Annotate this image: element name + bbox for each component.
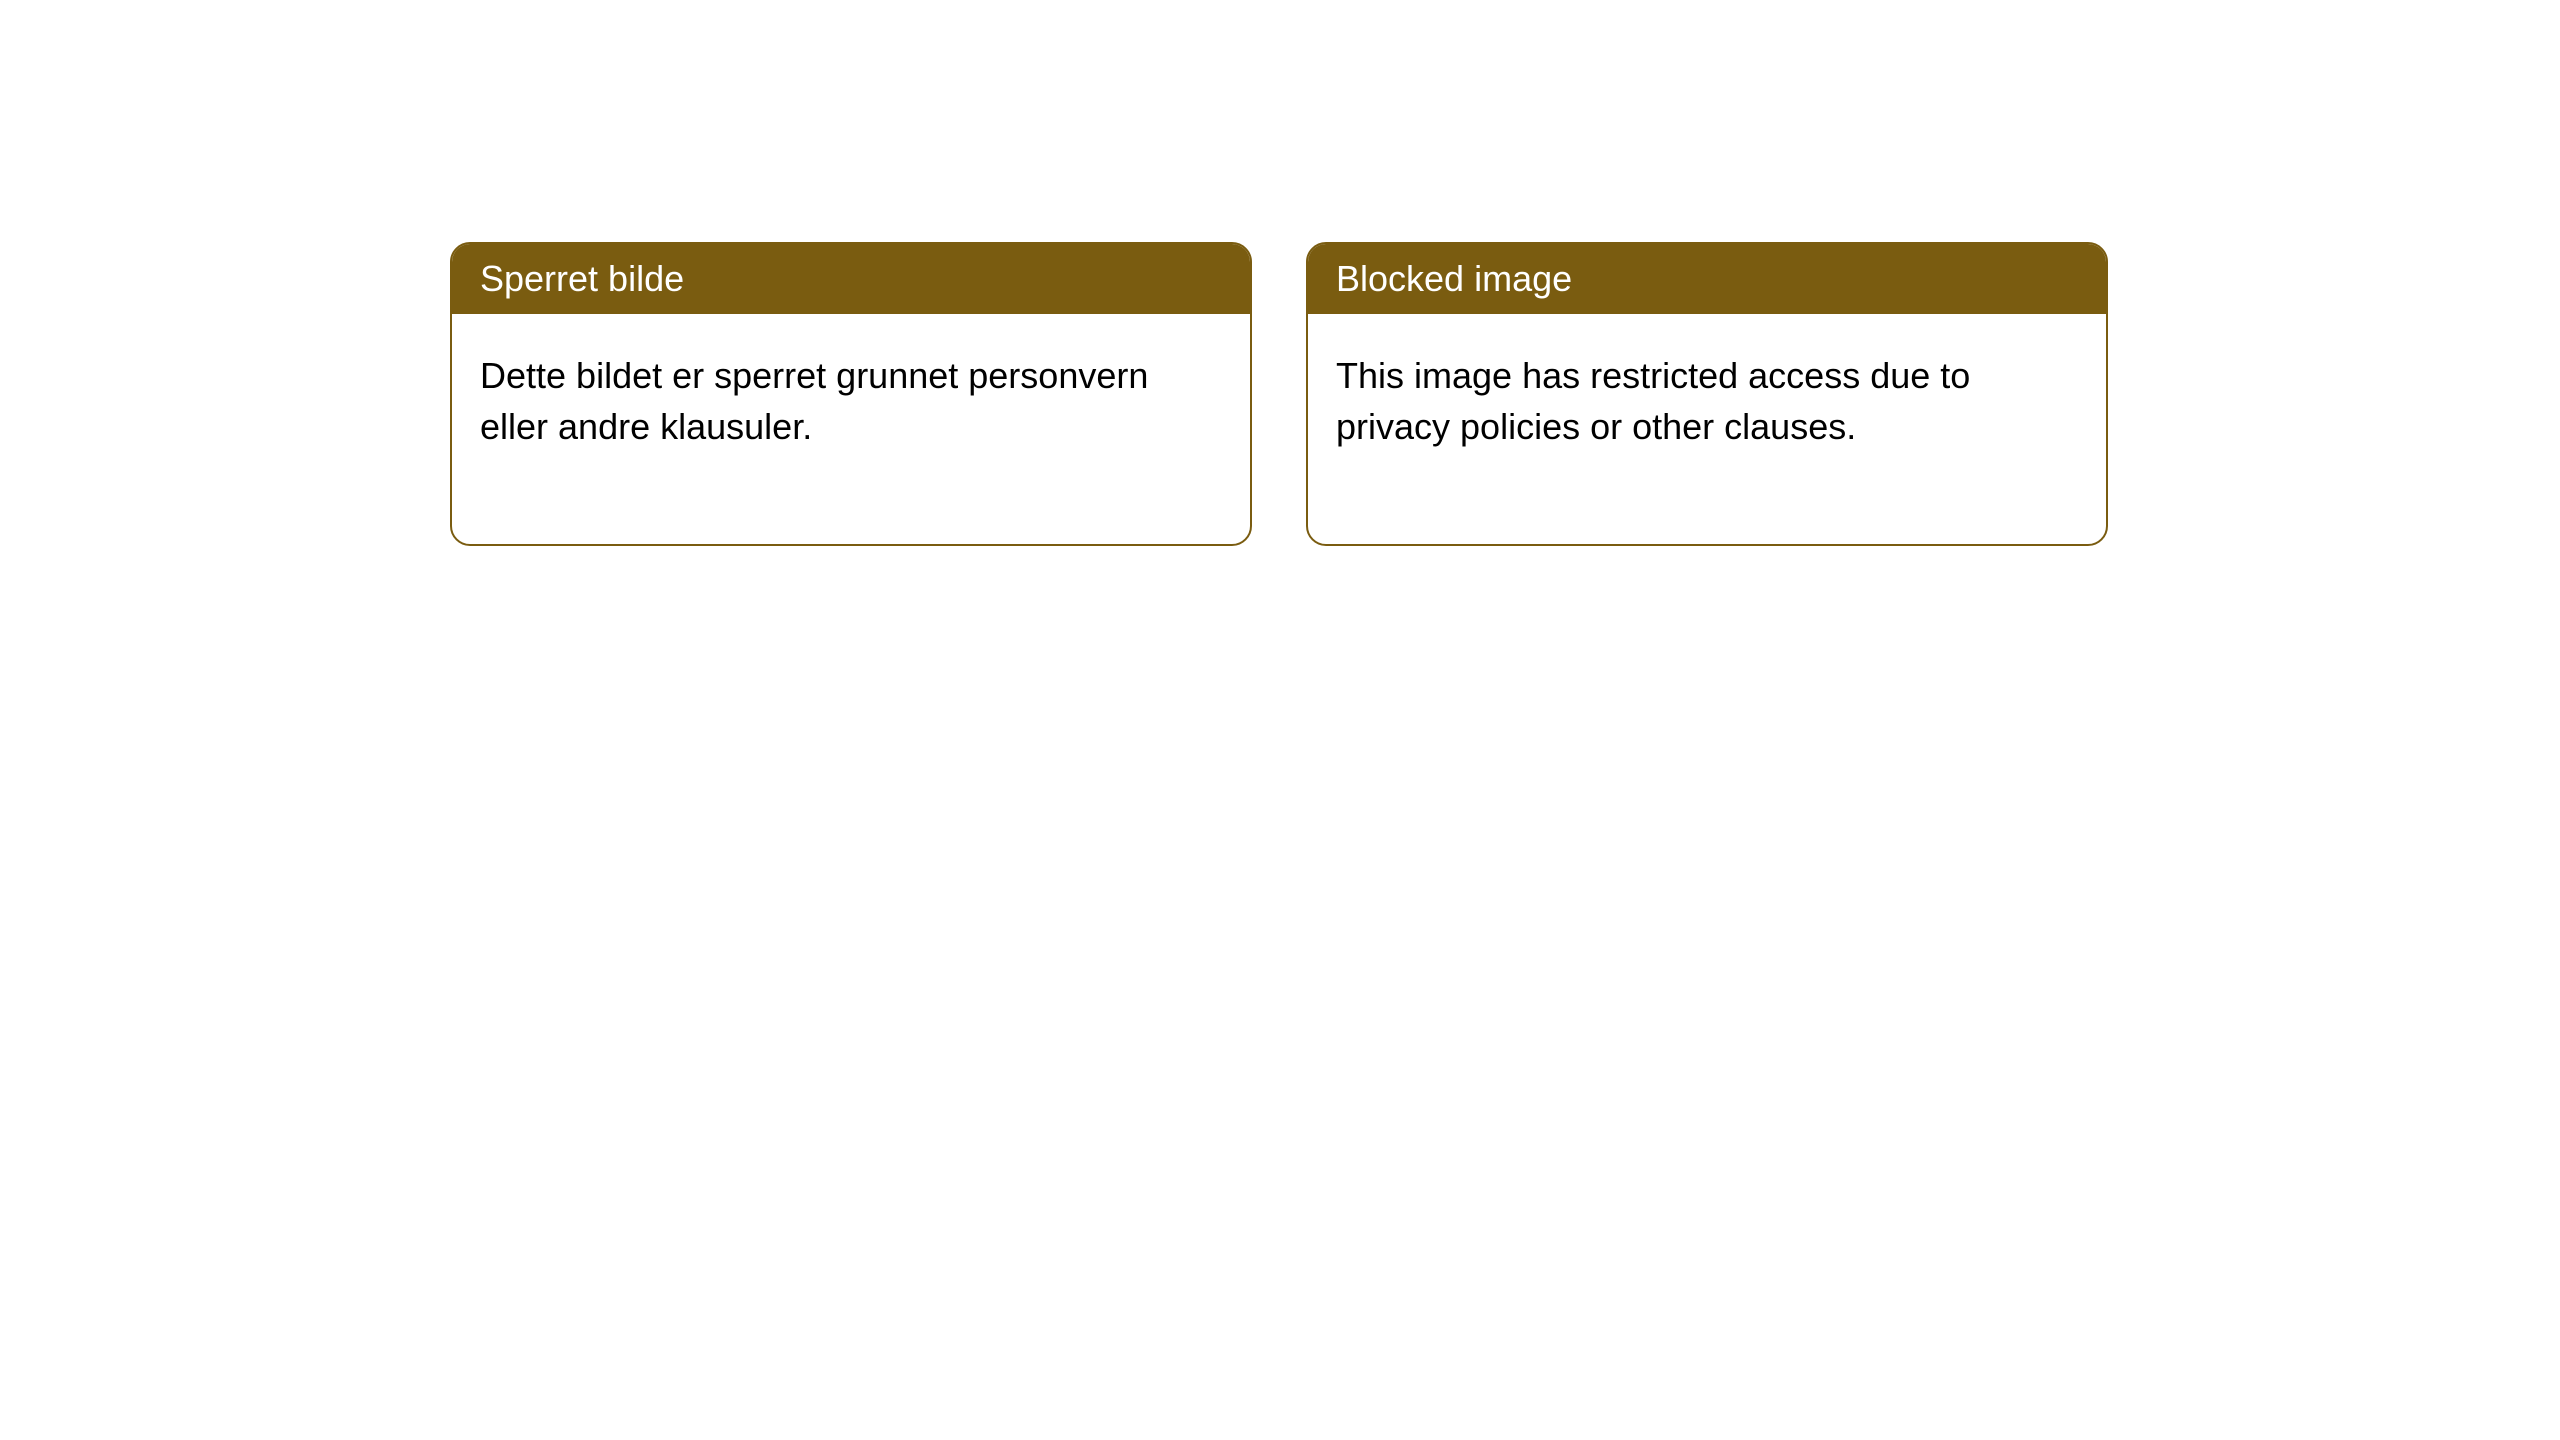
notice-container: Sperret bilde Dette bildet er sperret gr… (0, 0, 2560, 546)
card-header: Sperret bilde (452, 244, 1250, 314)
card-body: Dette bildet er sperret grunnet personve… (452, 314, 1250, 544)
card-title: Sperret bilde (480, 258, 684, 299)
blocked-image-card-no: Sperret bilde Dette bildet er sperret gr… (450, 242, 1252, 546)
card-header: Blocked image (1308, 244, 2106, 314)
blocked-image-card-en: Blocked image This image has restricted … (1306, 242, 2108, 546)
card-body: This image has restricted access due to … (1308, 314, 2106, 544)
card-body-text: This image has restricted access due to … (1336, 355, 1970, 447)
card-body-text: Dette bildet er sperret grunnet personve… (480, 355, 1148, 447)
card-title: Blocked image (1336, 258, 1572, 299)
